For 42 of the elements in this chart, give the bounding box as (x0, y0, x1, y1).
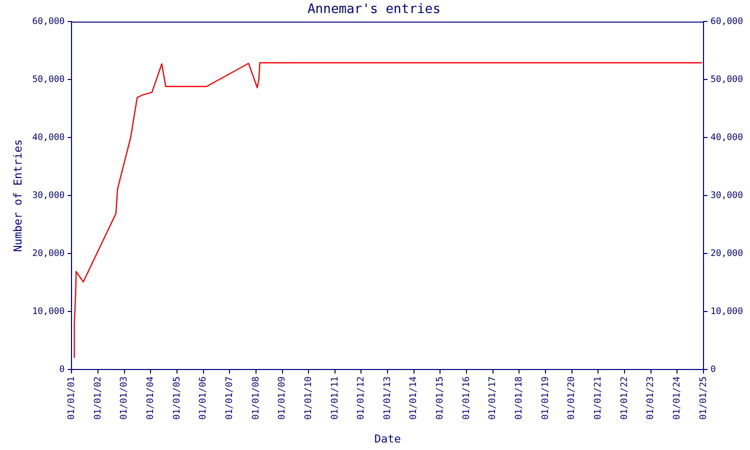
y2-tick-label: 20,000 (710, 248, 744, 259)
x-tick-label: 01/01/17 (488, 376, 498, 420)
x-tick-label: 01/01/01 (67, 376, 78, 420)
x-tick-label: 01/01/23 (646, 376, 656, 420)
x-tick-label: 01/01/05 (172, 376, 182, 420)
chart-title: Annemar's entries (307, 2, 441, 18)
x-tick-label: 01/01/06 (198, 376, 209, 420)
y2-tick-label: 50,000 (710, 74, 744, 85)
x-tick-label: 01/01/07 (224, 376, 235, 420)
x-tick-label: 01/01/12 (356, 376, 367, 420)
y2-tick-label: 60,000 (710, 16, 744, 27)
y-tick-label: 60,000 (32, 16, 65, 27)
x-tick-label: 01/01/04 (146, 376, 156, 420)
y2-tick-label: 10,000 (710, 306, 744, 317)
y-tick-label: 0 (59, 364, 65, 375)
y2-tick-label: 0 (710, 364, 716, 375)
x-tick-label: 01/01/02 (93, 376, 104, 420)
y-tick-label: 50,000 (32, 74, 65, 85)
x-tick-label: 01/01/13 (382, 376, 393, 420)
y2-tick-label: 40,000 (710, 132, 744, 143)
y-tick-label: 40,000 (32, 132, 65, 143)
x-tick-label: 01/01/18 (514, 376, 525, 420)
x-axis-title: Date (374, 432, 401, 446)
x-tick-label: 01/01/08 (251, 376, 262, 420)
y-tick-label: 30,000 (32, 190, 65, 201)
x-tick-label: 01/01/19 (540, 376, 551, 420)
x-tick-label: 01/01/21 (594, 376, 604, 420)
x-tick-label: 01/01/15 (436, 376, 446, 420)
y-tick-label: 10,000 (32, 306, 65, 317)
x-tick-label: 01/01/20 (567, 376, 578, 420)
x-tick-label: 01/01/14 (409, 376, 420, 420)
x-tick-label: 01/01/24 (672, 376, 682, 420)
x-tick-label: 01/01/03 (120, 376, 130, 420)
x-tick-label: 01/01/11 (330, 376, 340, 420)
y2-tick-label: 30,000 (710, 190, 744, 201)
x-tick-label: 01/01/25 (698, 376, 709, 420)
x-tick-label: 01/01/22 (620, 376, 630, 420)
x-tick-label: 01/01/09 (278, 376, 288, 420)
y-axis-title: Number of Entries (11, 139, 24, 252)
y-tick-label: 20,000 (32, 248, 65, 259)
x-tick-label: 01/01/10 (304, 376, 314, 420)
x-tick-label: 01/01/16 (462, 376, 472, 420)
